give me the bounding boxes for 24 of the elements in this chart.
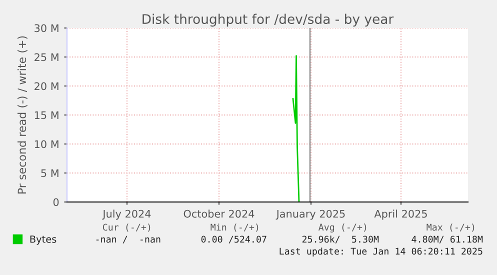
y-tick-label: 5 M	[41, 169, 58, 178]
x-tick-label: April 2025	[374, 210, 427, 220]
x-tick-label: October 2024	[184, 210, 254, 218]
x-tick-label: January 2025	[276, 210, 345, 220]
line-series	[292, 55, 300, 202]
text: 0.00 /524.07	[201, 236, 266, 244]
y-tick-label: 15 M	[34, 111, 58, 120]
y-tick-label: 0	[53, 198, 59, 206]
text: Last update: Tue Jan 14 06:20:11 2025	[280, 248, 482, 256]
y-tick-label: 10 M	[34, 140, 58, 148]
text: Min (-/+)	[210, 224, 258, 232]
x-tick-label: July 2024	[102, 210, 151, 220]
text: Max (-/+)	[426, 224, 474, 232]
y-axis-title: Pr second read (-) / write (+)	[18, 36, 28, 194]
y-tick-label: 20 M	[34, 82, 58, 90]
text: 4.80M/ 61.18M	[412, 236, 483, 244]
chart-title: Disk throughput for /dev/sda - by year	[142, 14, 394, 27]
y-tick-label: 25 M	[34, 53, 58, 62]
y-tick-label: 30 M	[34, 24, 58, 32]
text: -nan / -nan	[96, 236, 160, 244]
text: 25.96k/ 5.30M	[302, 236, 379, 244]
text: Avg (-/+)	[318, 224, 366, 232]
text: Cur (-/+)	[102, 224, 150, 232]
legend-label: Bytes	[30, 236, 56, 245]
